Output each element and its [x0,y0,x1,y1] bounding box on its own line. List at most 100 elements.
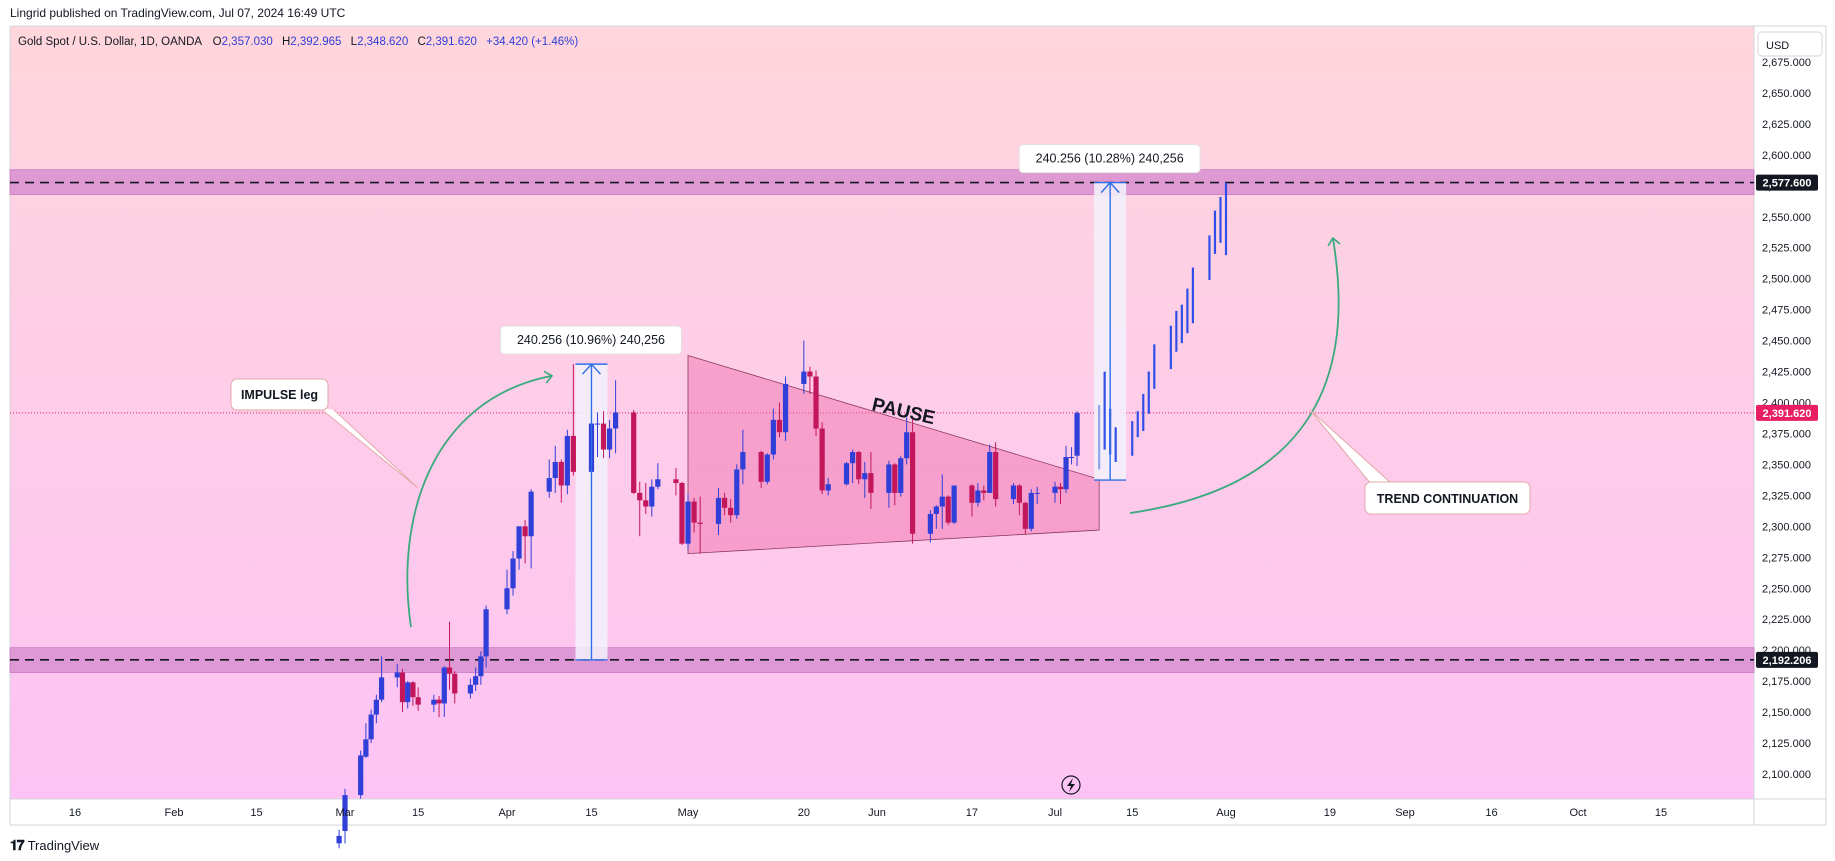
candle [415,697,421,705]
current-price-badge-text: 2,391.620 [1763,408,1812,420]
candle [1028,492,1034,529]
impulse-callout-text: IMPULSE leg [241,388,318,402]
price-axis-tick: 2,375.000 [1762,428,1811,440]
candle [862,473,868,480]
legend-symbol: Gold Spot / U.S. Dollar, 1D, OANDA [18,36,202,48]
candle [1052,486,1058,493]
price-axis-tick: 2,650.000 [1762,88,1811,100]
candle [436,699,442,704]
candle [410,682,416,698]
candle [782,383,789,433]
candle [987,452,993,493]
time-axis-tick: Feb [165,807,184,819]
level-price-badge [1756,651,1818,668]
candle [975,490,981,503]
time-axis-tick: Apr [498,807,515,819]
legend-low-label: L [351,36,358,48]
candle [1016,485,1022,503]
price-axis-tick: 2,350.000 [1762,459,1811,471]
candle [1022,502,1028,529]
candle [933,506,939,514]
current-price-badge [1756,404,1818,421]
triangle-pattern[interactable] [687,354,1100,555]
candle [373,699,379,715]
legend-open-label: O [213,36,222,48]
time-axis-tick: 17 [966,807,978,819]
price-axis-tick: 2,675.000 [1762,57,1811,69]
time-axis-tick: 15 [250,807,262,819]
candle [358,755,364,796]
time-axis-tick: 15 [585,807,597,819]
price-axis-tick: 2,550.000 [1762,212,1811,224]
level-price-badge [1756,174,1818,191]
candle [910,432,916,534]
price-axis-tick: 2,250.000 [1762,583,1811,595]
legend-close-label: C [417,36,425,48]
candle [850,452,856,464]
candle [734,469,740,516]
price-axis-tick: 2,600.000 [1762,150,1811,162]
level-price-badge-text: 2,577.600 [1763,178,1812,190]
candle [740,452,746,470]
candle [715,497,722,524]
candle [510,558,516,589]
candle [1057,486,1064,490]
candle [528,491,534,537]
svg-text:Gold Spot / U.S. Dollar, 1D, O: Gold Spot / U.S. Dollar, 1D, OANDA O2,35… [18,36,578,48]
candle [697,522,703,524]
continuation-callout-box[interactable] [1364,481,1531,515]
candle [564,435,570,486]
tradingview-logo[interactable]: 𝟏𝟕 TradingView [10,837,99,854]
impulse-curve-arrow[interactable] [406,370,554,628]
legend-high: 2,392.965 [290,36,341,48]
price-axis-tick: 2,275.000 [1762,552,1811,564]
candle [655,479,661,487]
candle [643,500,649,507]
continuation-callout-pointer [1309,409,1393,485]
candle [600,423,607,450]
time-axis-tick: May [678,807,699,819]
candle [1068,457,1075,459]
continuation-curve-arrow[interactable] [1129,236,1341,514]
candle [819,428,825,491]
lightning-icon[interactable] [1061,775,1081,795]
candle [336,835,342,844]
candle [1010,485,1017,500]
candle [378,677,385,700]
impulse-callout-box[interactable] [230,378,329,411]
time-axis-tick: 16 [69,807,81,819]
candle [892,464,898,493]
candle [649,486,655,507]
time-axis-tick: Sep [1395,807,1415,819]
candle [886,464,892,493]
candle [945,496,951,523]
candle [594,423,601,425]
legend-bar: Gold Spot / U.S. Dollar, 1D, OANDA O2,35… [18,36,578,48]
time-axis-tick: Mar [336,807,355,819]
price-axis-tick: 2,525.000 [1762,243,1811,255]
candle [446,667,453,674]
candle [801,371,807,384]
candle [993,452,999,500]
price-axis-tick: 2,425.000 [1762,367,1811,379]
time-axis-tick: Jul [1048,807,1062,819]
time-axis-tick: 15 [1655,807,1667,819]
candle [898,458,904,493]
legend-open: 2,357.030 [222,36,273,48]
price-axis-tick: 2,450.000 [1762,336,1811,348]
price-axis-tick: 2,225.000 [1762,614,1811,626]
price-axis-tick: 2,475.000 [1762,305,1811,317]
candle [363,739,369,757]
candle [546,478,552,492]
continuation-callout-text: TREND CONTINUATION [1377,492,1518,506]
candle [825,484,831,491]
candle [728,507,734,516]
currency-button[interactable]: USD [1757,31,1823,57]
candle [1063,457,1069,490]
candle [570,435,576,472]
legend-change: +34.420 (+1.46%) [486,36,578,48]
candle [813,376,819,429]
brand-name: TradingView [27,838,100,853]
measure-label-1: 240.256 (10.96%) 240,256 [517,333,665,347]
